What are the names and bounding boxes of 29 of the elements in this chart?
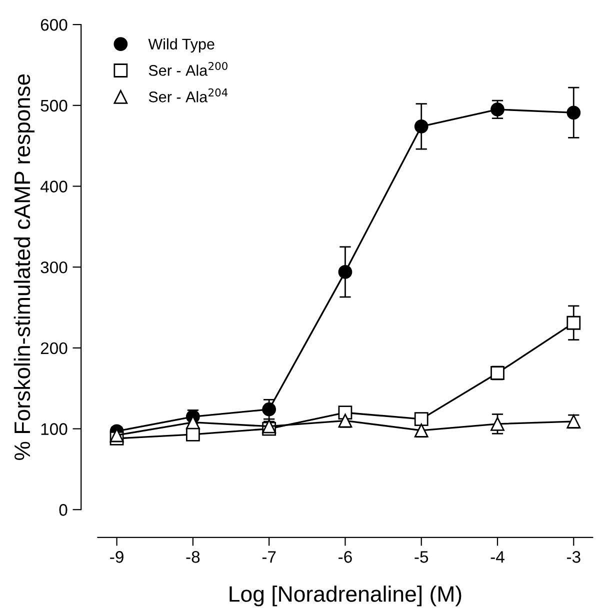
y-axis-title: % Forskolin-stimulated cAMP response: [14, 74, 35, 460]
x-tick-label: -4: [490, 551, 504, 563]
point: [414, 119, 428, 134]
x-axis-title: Log [Noradrenaline] (M): [230, 586, 462, 606]
x-tick-label: -3: [566, 551, 580, 563]
x-tick-label: -6: [338, 551, 352, 563]
y-tick-label: 400: [40, 180, 68, 192]
point: [566, 316, 581, 330]
point: [490, 102, 504, 116]
x-tick-label: -8: [186, 551, 200, 563]
legend-label: Wild Type: [148, 38, 214, 53]
point: [490, 416, 504, 431]
point: [414, 412, 428, 426]
y-tick-label: 600: [40, 18, 68, 31]
point: [262, 419, 276, 434]
y-tick-label: 500: [40, 100, 68, 112]
point: [566, 106, 581, 120]
y-tick-label: 100: [41, 423, 68, 435]
y-tick-label: 300: [40, 261, 68, 274]
x-tick-label: -7: [262, 551, 276, 563]
point: [186, 427, 200, 442]
y-tick-label: 0: [59, 504, 68, 516]
legend-label: Ser - Ala$^{204}$: [148, 88, 228, 102]
x-tick-label: -5: [414, 551, 428, 563]
legend-label: Ser - Ala$^{200}$: [148, 62, 228, 76]
y-tick-label: 200: [40, 342, 68, 354]
point: [262, 402, 276, 416]
point: [338, 264, 352, 279]
x-tick-label: -9: [110, 551, 124, 563]
